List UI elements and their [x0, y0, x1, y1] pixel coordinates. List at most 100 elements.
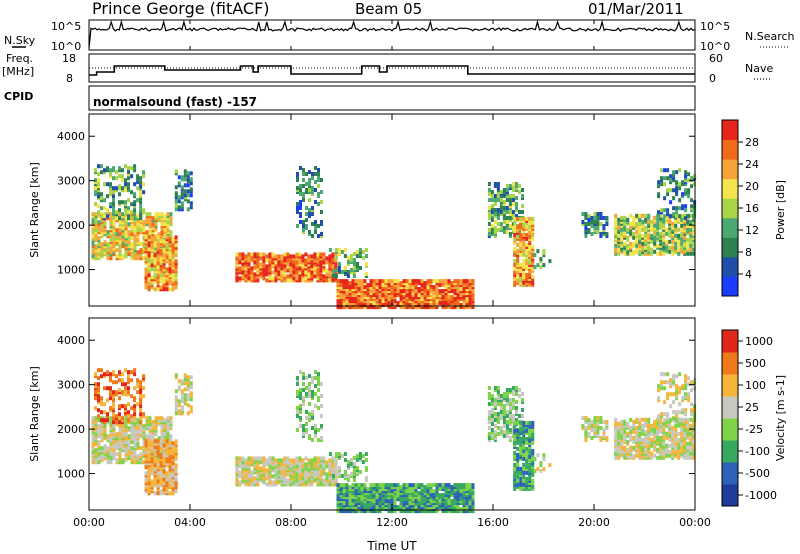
power-cell: [124, 252, 128, 257]
power-cell: [127, 230, 131, 235]
power-cell: [189, 181, 193, 186]
velocity-cell: [148, 422, 152, 427]
power-cell: [133, 234, 137, 239]
power-cell: [296, 210, 299, 214]
velocity-cell: [508, 436, 512, 440]
velocity-cell: [97, 408, 100, 413]
power-cell: [298, 260, 302, 265]
power-cell: [352, 266, 356, 270]
power-cell: [159, 259, 163, 264]
velocity-cell: [127, 426, 131, 431]
power-cell: [159, 277, 163, 282]
power-cell: [644, 217, 648, 222]
velocity-cell: [97, 440, 101, 445]
velocity-cell: [115, 420, 118, 425]
velocity-cell: [139, 452, 143, 457]
velocity-cell: [417, 497, 421, 502]
velocity-cell: [487, 386, 491, 390]
power-cell: [253, 272, 257, 277]
power-cell: [614, 219, 618, 224]
velocity-cell: [499, 414, 503, 418]
power-cell: [644, 213, 648, 218]
velocity-cell: [301, 458, 305, 463]
power-cell: [94, 252, 98, 257]
power-cell: [364, 248, 368, 252]
velocity-cell: [112, 416, 115, 421]
power-cell: [662, 245, 666, 250]
power-cell: [124, 216, 128, 221]
power-cell: [471, 297, 475, 302]
power-cell: [302, 228, 305, 232]
velocity-cell: [150, 441, 154, 446]
velocity-cell: [133, 450, 137, 455]
power-cell: [345, 285, 349, 290]
power-cell: [536, 249, 540, 254]
power-cell: [690, 176, 694, 181]
power-cell: [163, 214, 167, 219]
power-cell: [183, 169, 187, 174]
power-cell: [334, 256, 338, 260]
power-cell: [666, 192, 670, 197]
power-cell: [629, 231, 633, 236]
power-cell: [314, 188, 317, 192]
power-cell: [244, 254, 248, 259]
power-cell: [103, 168, 106, 173]
power-cell: [127, 176, 130, 181]
velocity-cell: [189, 409, 193, 414]
power-cell: [148, 222, 152, 227]
velocity-cell: [253, 456, 257, 461]
power-cell: [320, 190, 323, 194]
power-cell: [456, 279, 460, 284]
power-cell: [672, 206, 676, 211]
power-cell: [334, 248, 338, 252]
velocity-cell: [296, 382, 299, 386]
power-cell: [342, 285, 346, 290]
power-cell: [133, 228, 137, 233]
power-cell: [681, 180, 685, 185]
power-cell: [112, 186, 115, 191]
power-cell: [301, 272, 305, 277]
velocity-cell: [241, 456, 245, 461]
velocity-cell: [100, 368, 103, 373]
velocity-cell: [390, 495, 394, 500]
power-cell: [674, 219, 678, 224]
power-cell: [241, 252, 245, 257]
colorbar-tick-label: 12: [745, 224, 759, 237]
power-cell: [657, 184, 661, 189]
velocity-cell: [177, 385, 181, 390]
velocity-cell: [296, 428, 299, 432]
velocity-cell: [109, 392, 112, 397]
velocity-cell: [112, 390, 115, 395]
power-cell: [499, 210, 503, 214]
power-cell: [121, 254, 125, 259]
power-cell: [432, 291, 436, 296]
velocity-cell: [136, 418, 140, 423]
power-cell: [142, 170, 146, 175]
power-cell: [308, 188, 311, 192]
velocity-cell: [157, 436, 161, 441]
power-cell: [301, 254, 305, 259]
power-cell: [112, 240, 116, 245]
power-cell: [408, 291, 412, 296]
velocity-cell: [511, 398, 515, 402]
power-cell: [142, 220, 146, 225]
power-cell: [174, 169, 178, 174]
freq-label-1: Freq.: [6, 52, 33, 65]
power-cell: [516, 224, 520, 229]
velocity-cell: [487, 416, 491, 420]
power-cell: [289, 258, 293, 263]
power-cell: [289, 254, 293, 259]
power-cell: [97, 220, 101, 225]
power-cell: [678, 214, 682, 219]
velocity-cell: [130, 378, 134, 383]
power-cell: [183, 189, 187, 194]
velocity-cell: [487, 426, 491, 430]
power-cell: [513, 258, 517, 263]
power-cell: [100, 242, 104, 247]
velocity-cell: [360, 483, 364, 488]
power-cell: [525, 250, 529, 255]
velocity-cell: [298, 470, 302, 475]
velocity-cell: [471, 483, 475, 488]
power-cell: [106, 182, 109, 187]
velocity-cell: [139, 384, 143, 389]
